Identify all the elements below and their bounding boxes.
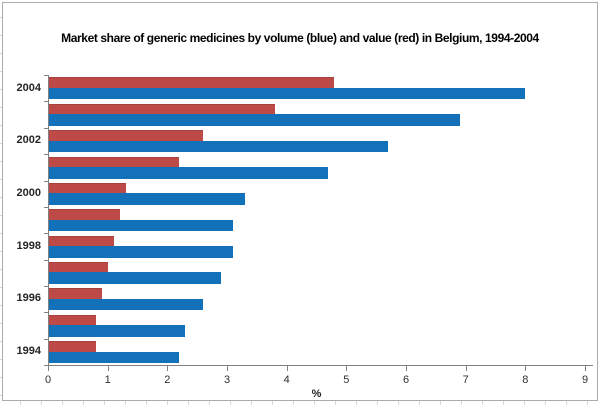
- bar-volume-blue-1999[interactable]: [49, 219, 233, 232]
- y-tick-label-2000: 2000: [16, 187, 41, 199]
- y-axis-tick: [44, 75, 48, 76]
- x-tick-label-3: 3: [223, 374, 231, 386]
- x-axis-line: [44, 365, 593, 366]
- bar-value-red-2003[interactable]: [49, 103, 275, 115]
- y-axis-tick: [44, 259, 48, 261]
- bar-volume-blue-2004[interactable]: [49, 87, 526, 100]
- x-tick-label-6: 6: [402, 374, 410, 386]
- x-tick-label-0: 0: [44, 374, 52, 386]
- x-axis-tick: [48, 366, 49, 371]
- bar-value-red-1994[interactable]: [49, 341, 96, 352]
- spreadsheet-edge-artifact-bottom: [0, 401, 600, 405]
- x-tick-label-9: 9: [581, 374, 589, 386]
- x-axis-tick: [585, 366, 586, 371]
- x-tick-label-8: 8: [522, 374, 529, 386]
- bar-volume-blue-2001[interactable]: [49, 167, 329, 179]
- x-axis-title: %: [311, 388, 322, 400]
- x-axis-tick: [525, 366, 527, 371]
- bar-value-red-1998[interactable]: [49, 235, 114, 247]
- chart-title: Market share of generic medicines by vol…: [61, 31, 539, 45]
- y-tick-label-1998: 1998: [16, 239, 41, 252]
- x-tick-label-5: 5: [343, 374, 350, 386]
- bar-volume-blue-1996[interactable]: [49, 298, 204, 311]
- x-tick-label-7: 7: [462, 374, 469, 386]
- x-axis-tick: [227, 366, 228, 371]
- y-axis-tick: [44, 180, 48, 182]
- y-axis-tick: [44, 312, 48, 314]
- bar-volume-blue-1995[interactable]: [49, 325, 186, 337]
- y-axis-tick: [44, 365, 48, 366]
- bar-value-red-1996[interactable]: [49, 288, 102, 299]
- bar-volume-blue-2000[interactable]: [49, 193, 245, 205]
- x-tick-label-1: 1: [104, 374, 111, 386]
- y-tick-label-1996: 1996: [16, 292, 41, 305]
- bar-value-red-1997[interactable]: [49, 261, 108, 273]
- bar-volume-blue-2003[interactable]: [49, 114, 460, 126]
- bar-value-red-2004[interactable]: [49, 77, 335, 88]
- y-tick-label-2004: 2004: [16, 81, 41, 94]
- x-tick-label-2: 2: [164, 374, 171, 386]
- y-axis-tick: [44, 233, 48, 235]
- bar-volume-blue-2002[interactable]: [49, 140, 389, 153]
- x-axis-tick: [167, 366, 169, 371]
- bar-volume-blue-1994[interactable]: [49, 351, 180, 363]
- bar-value-red-2000[interactable]: [49, 182, 126, 194]
- x-axis-tick: [465, 366, 467, 371]
- y-axis-tick: [44, 285, 48, 287]
- y-axis-tick: [44, 154, 48, 156]
- x-axis-tick: [406, 366, 407, 371]
- spreadsheet-edge-artifact-left: [0, 0, 3, 405]
- x-axis-tick: [346, 366, 348, 371]
- bar-value-red-1999[interactable]: [49, 209, 120, 220]
- bar-volume-blue-1997[interactable]: [49, 272, 221, 284]
- x-axis-tick: [286, 366, 288, 371]
- y-tick-label-1994: 1994: [16, 345, 41, 358]
- bar-value-red-2002[interactable]: [49, 130, 204, 141]
- y-tick-label-2002: 2002: [16, 134, 41, 147]
- y-axis-tick: [44, 127, 48, 129]
- bar-volume-blue-1998[interactable]: [49, 246, 233, 258]
- y-axis-tick: [44, 101, 48, 103]
- bar-value-red-2001[interactable]: [49, 156, 180, 167]
- y-axis-tick: [44, 206, 48, 208]
- x-tick-label-4: 4: [283, 374, 290, 386]
- bar-value-red-1995[interactable]: [49, 314, 96, 326]
- x-axis-tick: [107, 366, 109, 371]
- y-axis-tick: [44, 338, 48, 340]
- y-axis-line: [48, 75, 49, 366]
